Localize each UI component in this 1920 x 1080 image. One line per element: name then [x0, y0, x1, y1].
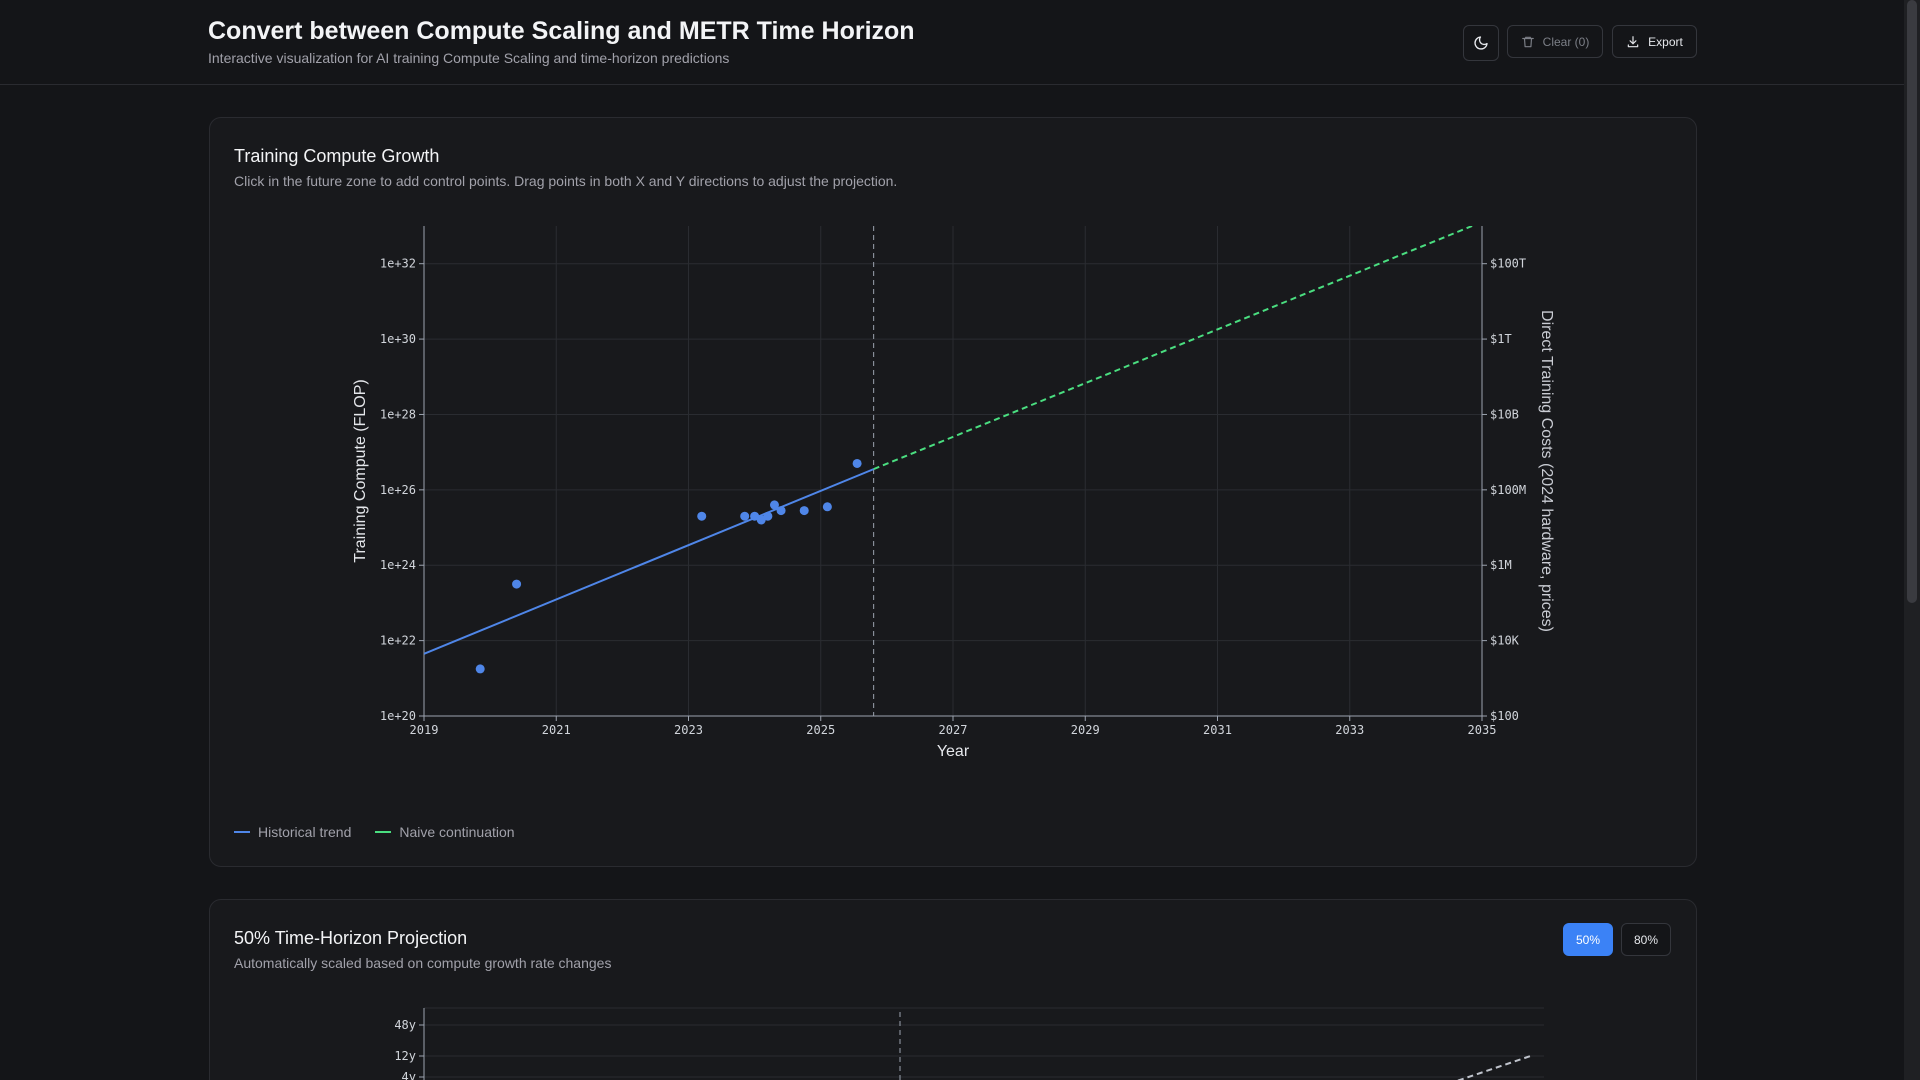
y2-tick-label: $1M	[1490, 558, 1512, 572]
legend-item-historical: Historical trend	[234, 824, 351, 840]
download-icon	[1626, 35, 1640, 49]
legend-label-naive: Naive continuation	[399, 824, 515, 840]
data-point	[852, 458, 862, 468]
x-tick-label: 2021	[542, 723, 571, 737]
y2-axis-title: Direct Training Costs (2024 hardware, pr…	[1538, 310, 1555, 632]
x-tick-label: 2027	[939, 723, 968, 737]
x-tick-label: 2023	[674, 723, 703, 737]
horizon-chart[interactable]: 48y 12y 4y	[210, 900, 1698, 1080]
page-title: Convert between Compute Scaling and METR…	[208, 17, 915, 45]
x-tick-label: 2035	[1468, 723, 1497, 737]
app-header: Convert between Compute Scaling and METR…	[0, 0, 1904, 85]
data-point	[756, 515, 766, 525]
clear-button[interactable]: Clear (0)	[1507, 25, 1603, 58]
h-y-tick-label: 48y	[394, 1018, 416, 1032]
page-subtitle: Interactive visualization for AI trainin…	[208, 50, 730, 66]
data-point	[697, 511, 707, 521]
horizon-card-subtitle: Automatically scaled based on compute gr…	[234, 955, 612, 971]
legend-item-naive: Naive continuation	[375, 824, 515, 840]
page-scrollbar[interactable]	[1904, 0, 1920, 1080]
data-point	[769, 500, 779, 510]
data-point	[776, 506, 786, 516]
y-tick-label: 1e+28	[380, 407, 416, 421]
y-tick-label: 1e+26	[380, 483, 416, 497]
data-point	[475, 664, 485, 674]
x-tick-label: 2025	[806, 723, 835, 737]
horizon-50-button[interactable]: 50%	[1563, 923, 1613, 956]
y2-tick-label: $10K	[1490, 634, 1520, 648]
y2-tick-label: $100	[1490, 709, 1519, 723]
export-button[interactable]: Export	[1612, 25, 1697, 58]
compute-card-subtitle: Click in the future zone to add control …	[234, 173, 898, 189]
y2-tick-label: $100M	[1490, 483, 1526, 497]
x-axis-title: Year	[937, 743, 970, 760]
data-point	[512, 579, 522, 589]
horizon-80-button[interactable]: 80%	[1621, 923, 1671, 956]
x-tick-label: 2019	[410, 723, 439, 737]
data-point	[740, 511, 750, 521]
legend-swatch-historical	[234, 831, 250, 833]
time-horizon-card: 50% Time-Horizon Projection Automaticall…	[209, 899, 1697, 1080]
data-point	[799, 506, 809, 516]
scrollbar-thumb[interactable]	[1907, 0, 1917, 603]
chart-legend: Historical trend Naive continuation	[234, 824, 515, 840]
h-projection-line	[1456, 1054, 1534, 1080]
y-tick-label: 1e+22	[380, 634, 416, 648]
x-tick-label: 2031	[1203, 723, 1232, 737]
y2-tick-label: $1T	[1490, 332, 1512, 346]
y-tick-label: 1e+30	[380, 332, 416, 346]
legend-swatch-naive	[375, 831, 392, 833]
moon-icon	[1473, 35, 1489, 51]
y2-tick-label: $10B	[1490, 407, 1519, 421]
y-axis-title: Training Compute (FLOP)	[352, 379, 369, 562]
data-point	[763, 511, 773, 521]
h-y-tick-label: 12y	[394, 1049, 416, 1063]
theme-toggle-button[interactable]	[1463, 25, 1499, 61]
compute-growth-card: Training Compute Growth Click in the fut…	[209, 117, 1697, 867]
data-point	[822, 502, 832, 512]
compute-chart[interactable]: 2019 2021 2023 2025 2027 2029 2031 2033 2035 1e+2…	[210, 118, 1698, 808]
x-tick-label: 2033	[1335, 723, 1364, 737]
trash-icon	[1521, 35, 1535, 49]
y-tick-label: 1e+20	[380, 709, 416, 723]
legend-label-historical: Historical trend	[258, 824, 352, 840]
compute-card-title: Training Compute Growth	[234, 146, 440, 166]
x-tick-label: 2029	[1071, 723, 1100, 737]
y-tick-label: 1e+24	[380, 558, 416, 572]
y2-tick-label: $100T	[1490, 257, 1526, 271]
data-point	[750, 511, 760, 521]
h-y-tick-label: 4y	[402, 1070, 416, 1080]
clear-label: Clear (0)	[1542, 34, 1590, 49]
historical-trend-line	[424, 468, 875, 655]
horizon-card-title: 50% Time-Horizon Projection	[234, 928, 468, 948]
naive-continuation-line	[873, 226, 1473, 471]
y-tick-label: 1e+32	[380, 257, 416, 271]
export-label: Export	[1648, 34, 1683, 49]
